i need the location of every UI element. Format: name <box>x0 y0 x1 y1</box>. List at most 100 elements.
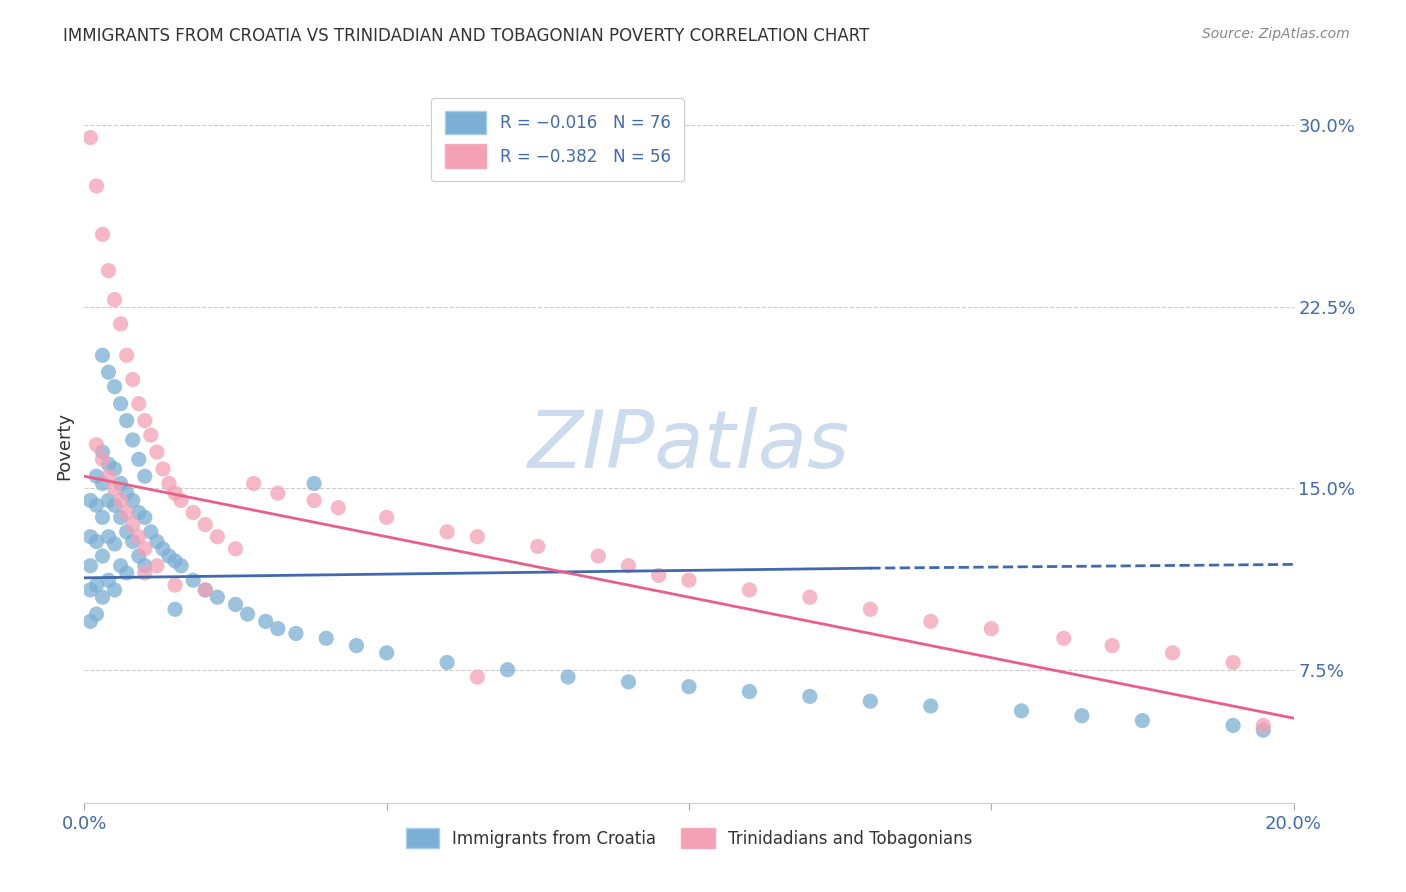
Point <box>165 486 187 500</box>
Point <box>104 537 127 551</box>
Point <box>1101 639 1123 653</box>
Point <box>920 699 942 714</box>
Point <box>91 445 114 459</box>
Point <box>152 541 174 556</box>
Point <box>79 558 101 573</box>
Point <box>315 632 337 646</box>
Point <box>104 293 127 307</box>
Point <box>920 615 942 629</box>
Point <box>328 500 350 515</box>
Point <box>207 590 229 604</box>
Point <box>157 476 180 491</box>
Point <box>91 476 114 491</box>
Point <box>104 582 127 597</box>
Point <box>110 493 132 508</box>
Point <box>302 476 325 491</box>
Point <box>91 348 114 362</box>
Point <box>467 670 489 684</box>
Point <box>97 469 120 483</box>
Point <box>97 263 120 277</box>
Point <box>170 493 193 508</box>
Point <box>225 598 247 612</box>
Legend: Immigrants from Croatia, Trinidadians and Tobagonians: Immigrants from Croatia, Trinidadians an… <box>399 822 979 855</box>
Point <box>859 602 882 616</box>
Point <box>799 690 821 704</box>
Point <box>236 607 259 621</box>
Point <box>115 506 138 520</box>
Point <box>152 462 174 476</box>
Point <box>104 462 127 476</box>
Point <box>194 582 217 597</box>
Point <box>91 510 114 524</box>
Point <box>91 590 114 604</box>
Point <box>1222 718 1244 732</box>
Point <box>97 530 120 544</box>
Point <box>254 615 277 629</box>
Point <box>738 582 761 597</box>
Point <box>97 457 120 471</box>
Point <box>157 549 180 563</box>
Point <box>1253 718 1275 732</box>
Point <box>128 530 150 544</box>
Point <box>86 578 108 592</box>
Point <box>91 227 114 242</box>
Point <box>139 524 162 539</box>
Point <box>97 574 120 588</box>
Point <box>738 684 761 698</box>
Point <box>134 566 156 580</box>
Point <box>617 558 640 573</box>
Point <box>104 481 127 495</box>
Point <box>207 530 229 544</box>
Point <box>346 639 368 653</box>
Point <box>110 397 132 411</box>
Point <box>1130 714 1153 728</box>
Point <box>285 626 308 640</box>
Point <box>110 317 132 331</box>
Point <box>134 414 156 428</box>
Point <box>115 524 138 539</box>
Point <box>86 178 108 193</box>
Point <box>181 574 204 588</box>
Point <box>165 554 187 568</box>
Point <box>110 510 132 524</box>
Text: ZIPatlas: ZIPatlas <box>527 407 851 485</box>
Point <box>302 493 325 508</box>
Point <box>121 517 143 532</box>
Point <box>128 397 150 411</box>
Point <box>170 558 193 573</box>
Point <box>165 578 187 592</box>
Point <box>648 568 671 582</box>
Point <box>104 380 127 394</box>
Point <box>496 663 519 677</box>
Point <box>1161 646 1184 660</box>
Point <box>79 493 101 508</box>
Point <box>97 365 120 379</box>
Point <box>678 680 700 694</box>
Point <box>79 582 101 597</box>
Point <box>139 428 162 442</box>
Point <box>557 670 579 684</box>
Point <box>617 674 640 689</box>
Point <box>146 534 169 549</box>
Text: IMMIGRANTS FROM CROATIA VS TRINIDADIAN AND TOBAGONIAN POVERTY CORRELATION CHART: IMMIGRANTS FROM CROATIA VS TRINIDADIAN A… <box>63 27 870 45</box>
Point <box>134 469 156 483</box>
Point <box>128 549 150 563</box>
Point <box>375 646 398 660</box>
Point <box>375 510 398 524</box>
Point <box>86 534 108 549</box>
Point <box>128 452 150 467</box>
Point <box>467 530 489 544</box>
Point <box>527 540 550 554</box>
Point <box>79 530 101 544</box>
Point <box>121 372 143 386</box>
Point <box>134 510 156 524</box>
Point <box>181 506 204 520</box>
Point <box>165 602 187 616</box>
Point <box>194 517 217 532</box>
Point <box>859 694 882 708</box>
Point <box>91 452 114 467</box>
Point <box>436 524 458 539</box>
Point <box>110 558 132 573</box>
Point <box>146 445 169 459</box>
Point <box>121 534 143 549</box>
